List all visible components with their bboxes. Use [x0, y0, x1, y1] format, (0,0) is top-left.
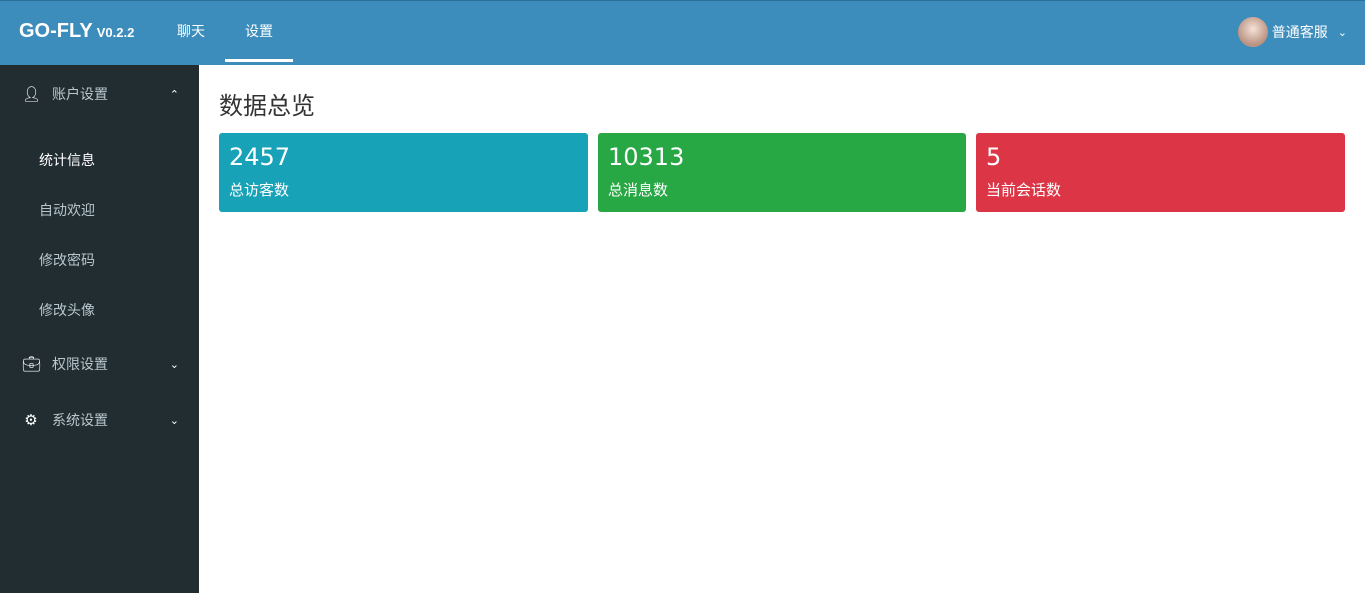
stat-card-messages: 10313 总消息数 [598, 133, 966, 212]
sidebar-item-change-password[interactable]: 修改密码 [39, 253, 95, 269]
stat-label: 总访客数 [229, 181, 290, 199]
avatar [1237, 17, 1268, 47]
briefcase-icon: 💼︎ [22, 355, 42, 373]
version-label: V0.2.2 [96, 25, 135, 40]
group-label: 账户设置 [52, 87, 108, 103]
group-label: 权限设置 [52, 357, 108, 373]
stat-label: 当前会话数 [986, 181, 1062, 199]
stat-label: 总消息数 [608, 181, 669, 199]
stat-value: 2457 [229, 143, 291, 171]
logo-text: GO-FLY [19, 20, 93, 42]
nav-chat[interactable]: 聊天 [177, 24, 205, 40]
sidebar-group-permissions[interactable]: 💼︎ 权限设置 ⌄ [0, 336, 199, 392]
group-label: 系统设置 [52, 413, 108, 429]
sidebar-group-account[interactable]: 👤︎ 账户设置 ⌃ [0, 66, 199, 122]
top-header: GO-FLY V0.2.2 聊天 设置 普通客服 ⌄ [0, 0, 1365, 65]
sidebar: 👤︎ 账户设置 ⌃ 统计信息 自动欢迎 修改密码 修改头像 💼︎ 权限设置 ⌄ … [0, 65, 199, 593]
stat-value: 5 [986, 143, 1002, 171]
sidebar-item-auto-welcome[interactable]: 自动欢迎 [39, 203, 95, 219]
gear-icon: ⚙︎ [24, 411, 38, 429]
user-menu[interactable]: 普通客服 ⌄ [1237, 17, 1347, 47]
chevron-up-icon: ⌃ [169, 87, 179, 101]
stat-card-sessions: 5 当前会话数 [976, 133, 1345, 212]
sidebar-item-stats[interactable]: 统计信息 [39, 153, 95, 169]
logo[interactable]: GO-FLY V0.2.2 [19, 20, 134, 43]
nav-settings[interactable]: 设置 [225, 1, 293, 65]
stat-card-visitors: 2457 总访客数 [219, 133, 588, 212]
chevron-down-icon: ⌄ [169, 357, 179, 371]
sidebar-group-system[interactable]: ⚙︎ 系统设置 ⌄ [0, 392, 199, 448]
user-icon: 👤︎ [22, 85, 42, 103]
user-name: 普通客服 [1271, 25, 1328, 41]
stat-value: 10313 [608, 143, 685, 171]
page-title: 数据总览 [219, 92, 315, 120]
sidebar-item-change-avatar[interactable]: 修改头像 [39, 303, 95, 319]
chevron-down-icon: ⌄ [1337, 25, 1347, 39]
chevron-down-icon: ⌄ [169, 413, 179, 427]
